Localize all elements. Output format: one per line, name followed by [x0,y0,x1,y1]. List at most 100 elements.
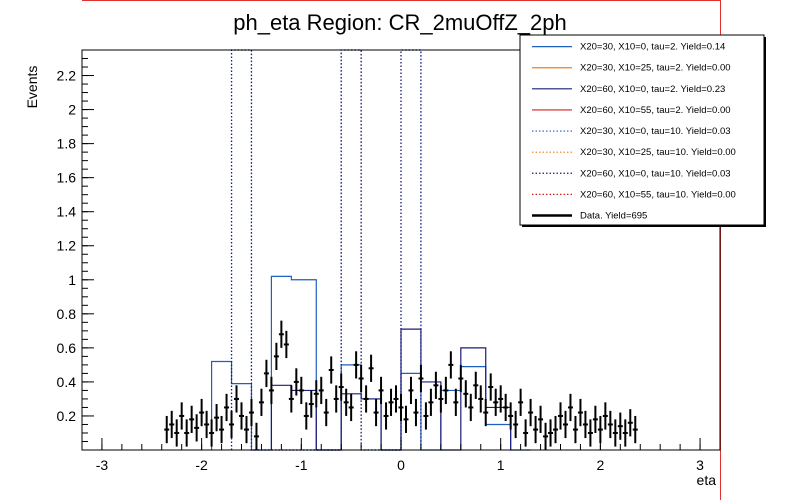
data-point [169,410,175,439]
data-point [567,393,573,422]
data-point [503,393,509,422]
data-point [562,410,568,439]
data-point [543,422,549,450]
data-point [572,415,578,444]
data-point [348,393,354,422]
data-point [453,388,459,416]
data-point [622,419,628,447]
data-point [278,320,284,348]
legend-label-2: X20=60, X10=0, tau=2. Yield=0.23 [580,84,725,95]
data-point [438,385,444,413]
data-point [184,419,190,447]
data-point [338,373,344,401]
data-point [373,398,379,427]
data-point [523,419,529,447]
axes: -3 -2 -1 0 1 2 3 0.2 0.4 0.6 0.8 1 1.2 1.4 1.6 1.8 2 2.2 [57,49,721,473]
data-point [493,388,499,416]
data-point [333,385,339,413]
data-point [518,388,524,416]
legend-label-7: X20=60, X10=55, tau=10. Yield=0.00 [580,189,736,200]
legend-box [519,34,765,226]
data-point [448,351,454,379]
data-point [174,419,180,447]
data-point [214,404,220,432]
data-point [592,405,598,433]
data-point [488,373,494,401]
data-point [582,410,588,439]
data-point [209,419,215,447]
data-point [363,385,369,413]
data-point [189,405,195,433]
y-tick-label: 0.4 [57,374,77,390]
y-tick-label: 1.2 [57,238,77,254]
data-point [428,388,434,416]
y-tick-label: 0.6 [57,340,77,356]
data-point [378,376,384,405]
data-point [423,402,429,430]
data-point [617,412,623,440]
data-point [194,414,200,442]
data-point [533,415,539,444]
data-point [263,359,269,388]
x-tick-label: -2 [195,457,208,473]
data-point [607,410,613,439]
data-point [318,376,324,405]
data-point [538,405,544,433]
data-point [368,354,374,382]
x-axis-label: eta [697,472,717,488]
data-point [483,398,489,427]
data-point [393,385,399,413]
data-point [408,376,414,405]
data-point [577,398,583,427]
x-tick-label: 3 [696,457,704,473]
y-tick-label: 1 [68,272,76,288]
data-point [239,402,244,430]
data-point [468,393,474,422]
y-tick-label: 1.6 [57,170,77,186]
data-point [179,402,185,430]
data-point [199,398,205,427]
legend-label-5: X20=30, X10=25, tau=10. Yield=0.00 [580,147,736,158]
data-point [243,415,249,444]
data-point [234,385,240,413]
data-point [602,402,608,430]
data-point [443,376,449,405]
data-point [548,419,554,447]
data-point [248,398,254,427]
data-point [383,402,389,430]
y-tick-label: 0.8 [57,306,77,322]
legend-label-3: X20=60, X10=55, tau=2. Yield=0.00 [580,105,731,116]
data-point [508,402,514,430]
data-point [398,393,404,422]
data-point [253,422,259,450]
data-point [358,364,364,393]
data-point [473,371,479,399]
x-tick-label: 1 [497,457,505,473]
data-point [612,419,618,447]
data-point [288,385,294,413]
y-tick-label: 0.2 [57,408,77,424]
legend: X20=30, X10=0, tau=2. Yield=0.14 X20=30, … [519,34,766,227]
data-point [478,385,484,413]
data-point [308,390,314,418]
data-point [293,368,299,396]
y-tick-label: 1.8 [57,136,77,152]
data-point [273,342,279,370]
data-point [403,405,409,433]
x-tick-label: 2 [596,457,604,473]
data-point [229,410,235,439]
x-tick-label: 0 [397,457,405,473]
data-point [258,388,264,416]
data-point [219,415,225,444]
data-point [323,398,329,427]
y-tick-label: 2 [68,102,76,118]
legend-label-1: X20=30, X10=25, tau=2. Yield=0.00 [580,63,731,74]
legend-label-8: Data. Yield=695 [580,211,647,222]
data-point [513,410,519,439]
data-point [458,364,464,393]
data-point [627,409,633,437]
x-tick-label: -1 [295,457,308,473]
data-point [418,364,424,393]
data-point [528,398,534,427]
